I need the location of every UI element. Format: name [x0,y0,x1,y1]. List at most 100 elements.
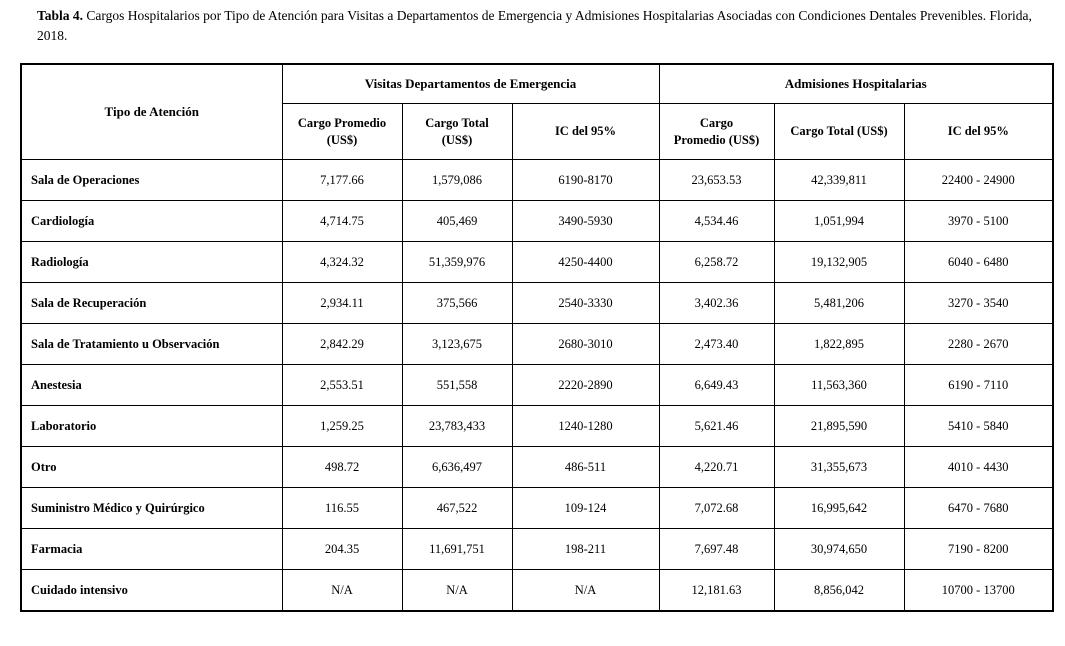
sub-header-row: Cargo Promedio (US$) Cargo Total (US$) I… [21,103,1054,160]
value-cell: 2280 - 2670 [903,323,1054,365]
value-cell: 42,339,811 [773,159,905,201]
value-cell: 1,051,994 [773,200,905,242]
value-cell: 4250-4400 [511,241,660,283]
table-row: Sala de Operaciones 7,177.66 1,579,086 6190… [20,159,1054,201]
value-cell: 7190 - 8200 [903,528,1054,570]
care-type-cell: Otro [20,446,283,488]
table-row: Cardiología 4,714.75 405,469 3490-5930 4,534… [20,200,1054,242]
value-cell: 109-124 [511,487,660,529]
column-header-ed-ci: IC del 95% [511,103,660,160]
value-cell: 4,714.75 [281,200,403,242]
value-cell: 4,534.46 [658,200,775,242]
value-cell: 2,842.29 [281,323,403,365]
care-type-cell: Sala de Operaciones [20,159,283,201]
table-row: Suministro Médico y Quirúrgico 116.55 467,… [20,487,1054,529]
group-header-hospital-admissions: Admisiones Hospitalarias [658,63,1054,104]
value-cell: 1,579,086 [401,159,513,201]
care-type-cell: Sala de Recuperación [20,282,283,324]
value-cell: 198-211 [511,528,660,570]
value-cell: 6190-8170 [511,159,660,201]
value-cell: 23,783,433 [401,405,513,447]
page: Tabla 4. Cargos Hospitalarios por Tipo d… [0,6,1065,646]
table-row: Farmacia 204.35 11,691,751 198-211 7,697.48 3… [20,528,1054,570]
hospital-charges-table: Tipo de Atención Visitas Departamentos d… [20,63,1055,612]
value-cell: 1,822,895 [773,323,905,365]
table-header: Tipo de Atención Visitas Departamentos d… [20,63,1054,160]
value-cell: 2220-2890 [511,364,660,406]
value-cell: 51,359,976 [401,241,513,283]
value-cell: 6470 - 7680 [903,487,1054,529]
value-cell: 5,481,206 [773,282,905,324]
value-cell: 19,132,905 [773,241,905,283]
value-cell: 21,895,590 [773,405,905,447]
value-cell: 3,123,675 [401,323,513,365]
value-cell: 3,402.36 [658,282,775,324]
value-cell: 2,553.51 [281,364,403,406]
value-cell: 498.72 [281,446,403,488]
value-cell: 486-511 [511,446,660,488]
value-cell: 3270 - 3540 [903,282,1054,324]
value-cell: 1,259.25 [281,405,403,447]
value-cell: N/A [281,569,403,612]
value-cell: 2540-3330 [511,282,660,324]
value-cell: 1240-1280 [511,405,660,447]
care-type-cell: Sala de Tratamiento u Observación [20,323,283,365]
table-row: Cuidado intensivo N/A N/A N/A 12,181.63 8,856… [20,569,1054,612]
value-cell: 6040 - 6480 [903,241,1054,283]
table-caption-label: Tabla 4. [37,8,84,23]
column-header-ed-avg-charge: Cargo Promedio (US$) [281,103,403,160]
value-cell: 4,324.32 [281,241,403,283]
value-cell: 8,856,042 [773,569,905,612]
table-caption-text: Cargos Hospitalarios por Tipo de Atenció… [37,8,1032,43]
care-type-cell: Cuidado intensivo [20,569,283,612]
value-cell: 6190 - 7110 [903,364,1054,406]
table-row: Laboratorio 1,259.25 23,783,433 1240-1280 5,… [20,405,1054,447]
table-row: Sala de Tratamiento u Observación 2,842.2… [20,323,1054,365]
value-cell: 467,522 [401,487,513,529]
value-cell: 6,636,497 [401,446,513,488]
value-cell: 4,220.71 [658,446,775,488]
care-type-cell: Radiología [20,241,283,283]
table-body: Sala de Operaciones 7,177.66 1,579,086 6190… [20,159,1054,612]
value-cell: 6,649.43 [658,364,775,406]
care-type-cell: Laboratorio [20,405,283,447]
value-cell: 12,181.63 [658,569,775,612]
value-cell: 3970 - 5100 [903,200,1054,242]
value-cell: 11,691,751 [401,528,513,570]
care-type-cell: Farmacia [20,528,283,570]
value-cell: 551,558 [401,364,513,406]
value-cell: 204.35 [281,528,403,570]
table-row: Otro 498.72 6,636,497 486-511 4,220.71 31,355… [20,446,1054,488]
value-cell: 2680-3010 [511,323,660,365]
value-cell: 7,072.68 [658,487,775,529]
value-cell: 10700 - 13700 [903,569,1054,612]
value-cell: 2,934.11 [281,282,403,324]
care-type-cell: Suministro Médico y Quirúrgico [20,487,283,529]
value-cell: N/A [401,569,513,612]
value-cell: N/A [511,569,660,612]
column-header-ed-total-charge: Cargo Total (US$) [401,103,513,160]
value-cell: 11,563,360 [773,364,905,406]
care-type-cell: Cardiología [20,200,283,242]
table-row: Anestesia 2,553.51 551,558 2220-2890 6,649.4… [20,364,1054,406]
table-caption: Tabla 4. Cargos Hospitalarios por Tipo d… [37,6,1045,46]
value-cell: 2,473.40 [658,323,775,365]
value-cell: 23,653.53 [658,159,775,201]
value-cell: 4010 - 4430 [903,446,1054,488]
table-row: Sala de Recuperación 2,934.11 375,566 2540-… [20,282,1054,324]
value-cell: 3490-5930 [511,200,660,242]
value-cell: 5410 - 5840 [903,405,1054,447]
value-cell: 31,355,673 [773,446,905,488]
value-cell: 405,469 [401,200,513,242]
value-cell: 7,177.66 [281,159,403,201]
table-row: Radiología 4,324.32 51,359,976 4250-4400 6,2… [20,241,1054,283]
value-cell: 30,974,650 [773,528,905,570]
column-header-adm-ci: IC del 95% [903,103,1054,160]
group-header-row: Tipo de Atención Visitas Departamentos d… [20,63,1054,160]
value-cell: 6,258.72 [658,241,775,283]
value-cell: 22400 - 24900 [903,159,1054,201]
value-cell: 375,566 [401,282,513,324]
value-cell: 116.55 [281,487,403,529]
value-cell: 7,697.48 [658,528,775,570]
value-cell: 5,621.46 [658,405,775,447]
